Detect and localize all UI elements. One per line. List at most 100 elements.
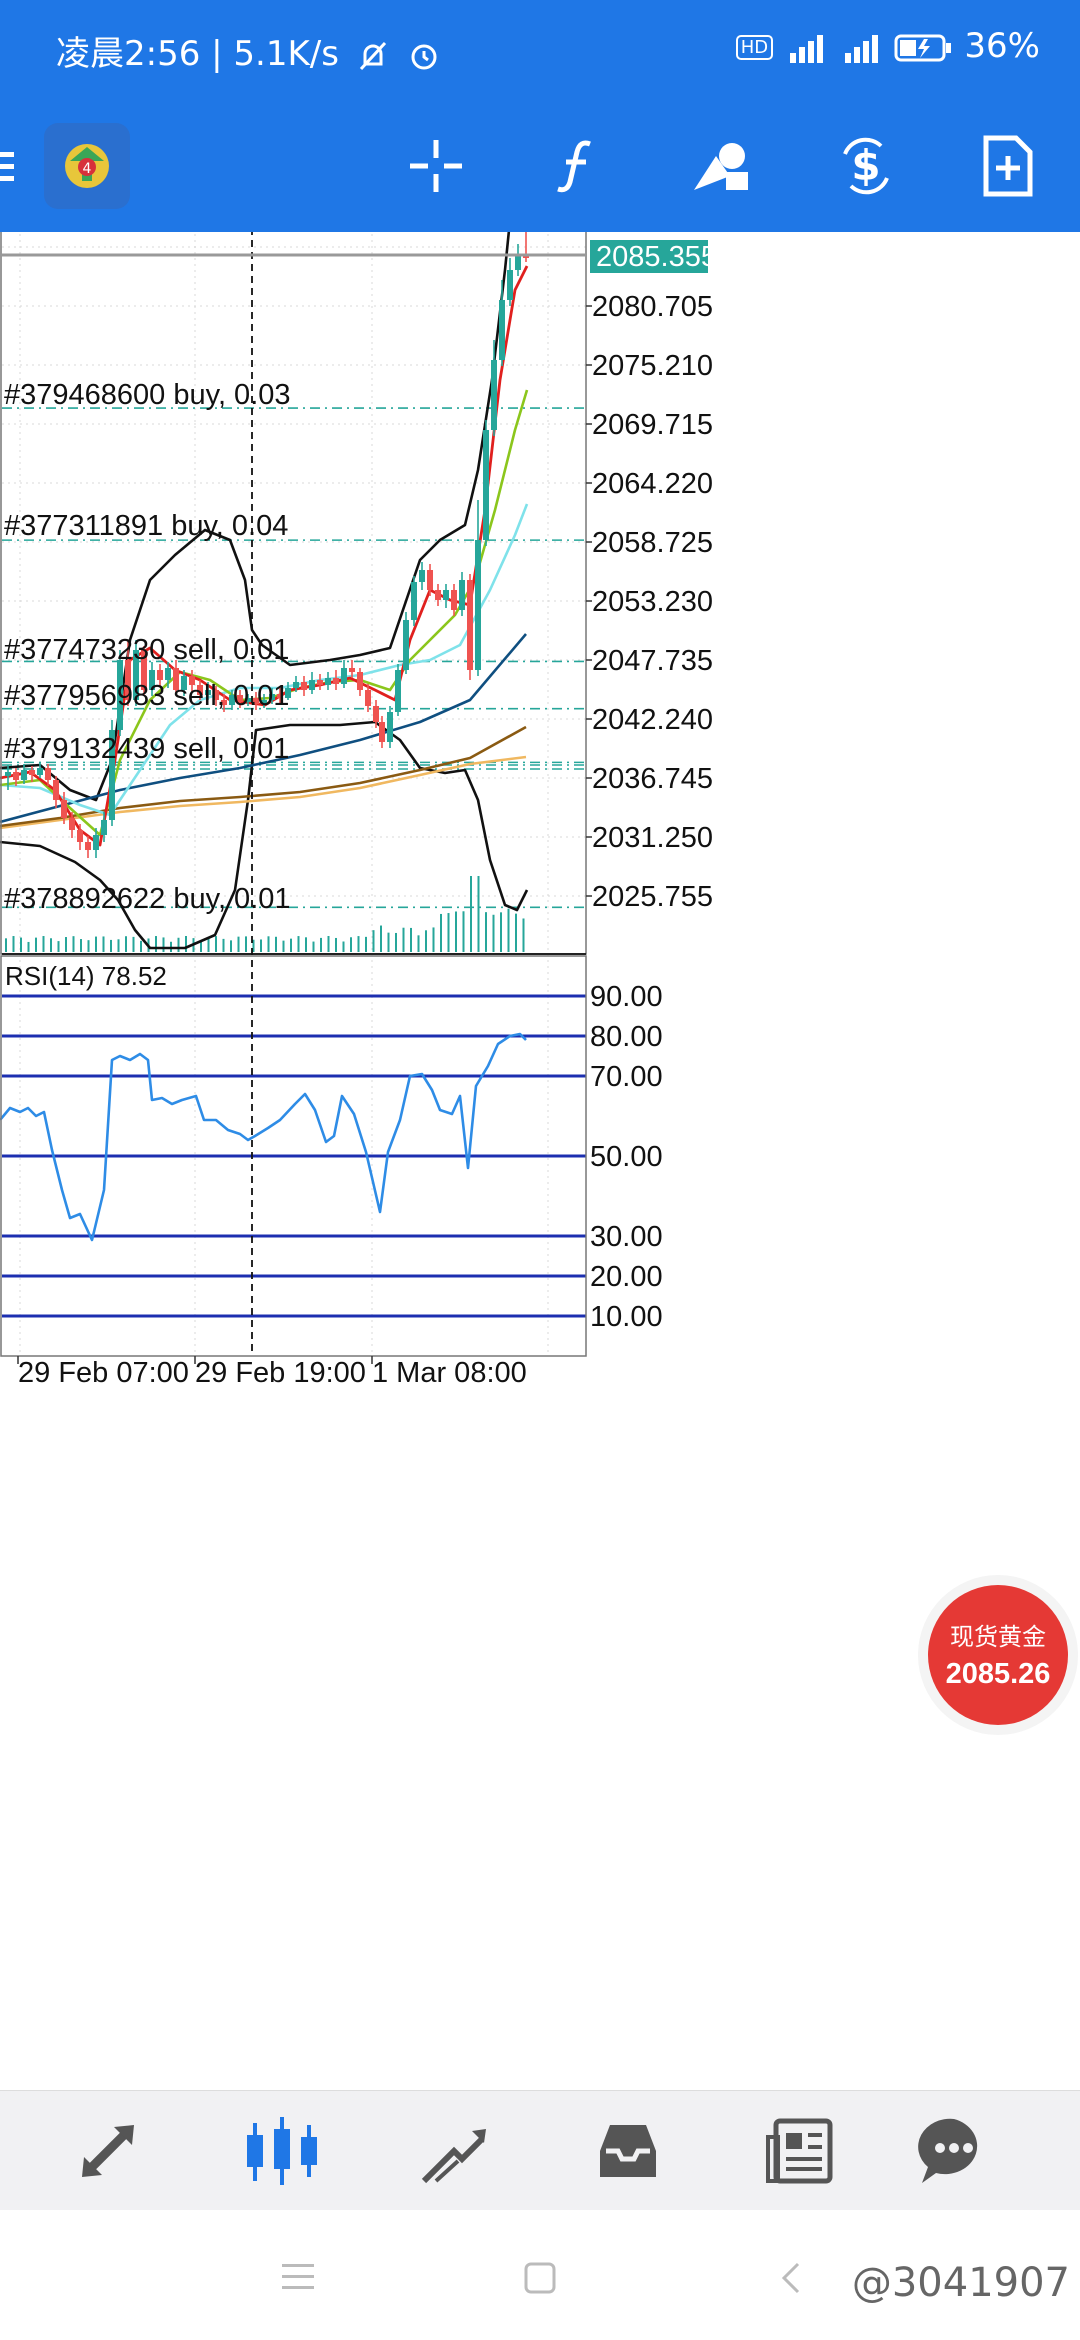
rsi-level-label-30: 30.00 <box>590 1221 663 1253</box>
tab-chart[interactable] <box>222 2105 342 2197</box>
time-label-0: 29 Feb 07:00 <box>18 1357 189 1389</box>
spot-gold-circle[interactable]: 现货黄金 2085.26 <box>928 1585 1068 1725</box>
chat-icon <box>918 2118 978 2183</box>
candle-body-21 <box>173 668 179 690</box>
candle-body-26 <box>213 690 219 700</box>
svg-text:$: $ <box>851 141 880 190</box>
price-tick-1: 2080.705 <box>592 291 713 323</box>
tab-history[interactable] <box>568 2105 688 2197</box>
price-tick-11: 2025.755 <box>592 881 713 913</box>
candle-body-47 <box>379 722 385 742</box>
candle-body-1 <box>13 772 19 780</box>
candle-body-53 <box>427 570 433 590</box>
status-time: 凌晨2:56 | 5.1K/s <box>56 26 441 75</box>
watermark: @3041907 <box>851 2260 1070 2306</box>
order-label-4: #379132439 sell, 0.01 <box>4 733 289 765</box>
tab-news[interactable] <box>740 2105 860 2197</box>
candle-body-8 <box>69 818 75 830</box>
news-icon <box>766 2118 833 2184</box>
current-price-label: 2085.355 <box>596 241 717 273</box>
order-label-0: #379468600 buy, 0.03 <box>4 379 291 411</box>
price-tick-5: 2058.725 <box>592 527 713 559</box>
rsi-level-label-10: 10.00 <box>590 1301 663 1333</box>
candle-body-31 <box>253 698 259 704</box>
order-label-3: #377956983 sell, 0.01 <box>4 680 289 712</box>
candle-body-28 <box>229 695 235 705</box>
price-tick-9: 2036.745 <box>592 763 713 795</box>
crosshair-button[interactable] <box>390 120 482 212</box>
menu-button[interactable] <box>0 120 26 212</box>
order-label-1: #377311891 buy, 0.04 <box>4 510 288 542</box>
rsi-level-label-90: 90.00 <box>590 981 663 1013</box>
candle-body-7 <box>61 800 67 818</box>
candle-body-41 <box>333 678 339 684</box>
nav-back-icon[interactable] <box>776 2260 806 2296</box>
candle-body-52 <box>419 570 425 582</box>
candle-body-42 <box>341 668 347 684</box>
candle-body-55 <box>443 590 449 600</box>
price-tick-10: 2031.250 <box>592 822 713 854</box>
candle-body-56 <box>451 590 457 610</box>
grid-layer <box>2 156 586 1356</box>
candle-body-15 <box>125 660 131 700</box>
indicators-button[interactable] <box>532 120 624 212</box>
status-bar: 凌晨2:56 | 5.1K/s HD 36% <box>0 0 1080 100</box>
trend-icon <box>421 2129 486 2184</box>
candle-body-13 <box>109 730 115 820</box>
candle-body-5 <box>45 768 51 780</box>
candle-body-46 <box>373 706 379 722</box>
candle-body-48 <box>387 712 393 742</box>
rsi-title: RSI(14) 78.52 <box>5 961 167 991</box>
nav-menu-icon[interactable] <box>280 2262 316 2292</box>
price-tick-8: 2042.240 <box>592 704 713 736</box>
tab-trade[interactable] <box>394 2105 514 2197</box>
tab-quotes[interactable] <box>48 2105 168 2197</box>
rsi-line <box>0 1032 527 1242</box>
candle-body-19 <box>157 670 163 680</box>
trade-button[interactable]: $ <box>820 120 912 212</box>
spot-gold-title: 现货黄金 <box>950 1623 1046 1651</box>
candle-body-2 <box>21 770 27 780</box>
chart-area[interactable]: XAUUSDm, M302086.287 2088.310 2084.698 2… <box>0 155 1080 2090</box>
candle-body-23 <box>189 676 195 685</box>
candle-body-36 <box>293 682 299 688</box>
candle-body-3 <box>29 770 35 775</box>
price-tick-4: 2064.220 <box>592 468 713 500</box>
order-label-5: #378892622 buy, 0.01 <box>4 883 291 915</box>
candle-body-33 <box>269 694 275 700</box>
candle-body-65 <box>523 256 529 258</box>
price-chart[interactable]: XAUUSDm, M302086.287 2088.310 2084.698 2… <box>0 155 1080 2090</box>
volume-bars <box>5 876 525 952</box>
spot-gold-badge[interactable]: 现货黄金 2085.26 <box>918 1575 1078 1735</box>
price-tick-2: 2075.210 <box>592 350 713 382</box>
rsi-level-label-80: 80.00 <box>590 1021 663 1053</box>
candle-body-40 <box>325 678 331 685</box>
candle-body-17 <box>141 650 147 690</box>
time-label-2: 1 Mar 08:00 <box>372 1357 527 1389</box>
price-tick-7: 2047.735 <box>592 645 713 677</box>
tab-messages[interactable] <box>894 2105 1014 2197</box>
candle-body-32 <box>261 700 267 704</box>
candle-body-14 <box>117 660 123 730</box>
candle-body-27 <box>221 700 227 705</box>
candle-body-51 <box>411 582 417 620</box>
candle-body-12 <box>101 820 107 835</box>
shapes-icon <box>694 143 748 190</box>
function-icon <box>557 140 591 193</box>
rsi-pane-frame <box>0 955 587 1357</box>
candle-body-39 <box>317 680 323 685</box>
nav-home-icon[interactable] <box>522 2260 558 2296</box>
system-nav-bar <box>0 2210 1080 2340</box>
ma-sand <box>0 755 527 830</box>
candle-body-35 <box>285 688 291 698</box>
candle-body-43 <box>349 668 355 672</box>
candle-body-50 <box>403 620 409 670</box>
rsi-panel <box>0 994 586 1318</box>
order-label-2: #377473230 sell, 0.01 <box>4 634 289 666</box>
new-order-button[interactable] <box>962 120 1054 212</box>
alarm-icon <box>411 44 437 69</box>
rsi-level-label-70: 70.00 <box>590 1061 663 1093</box>
candle-body-58 <box>467 580 473 670</box>
candlestick-icon <box>247 2117 317 2185</box>
objects-button[interactable] <box>676 120 768 212</box>
